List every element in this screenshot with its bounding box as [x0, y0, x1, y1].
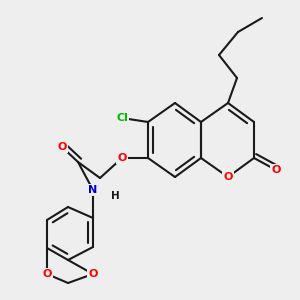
- Text: N: N: [88, 185, 98, 195]
- Text: O: O: [42, 269, 52, 279]
- Text: O: O: [88, 269, 98, 279]
- Text: O: O: [271, 165, 281, 175]
- Text: Cl: Cl: [116, 113, 128, 123]
- Text: O: O: [117, 153, 127, 163]
- Text: H: H: [111, 191, 119, 201]
- Text: O: O: [223, 172, 233, 182]
- Text: O: O: [57, 142, 67, 152]
